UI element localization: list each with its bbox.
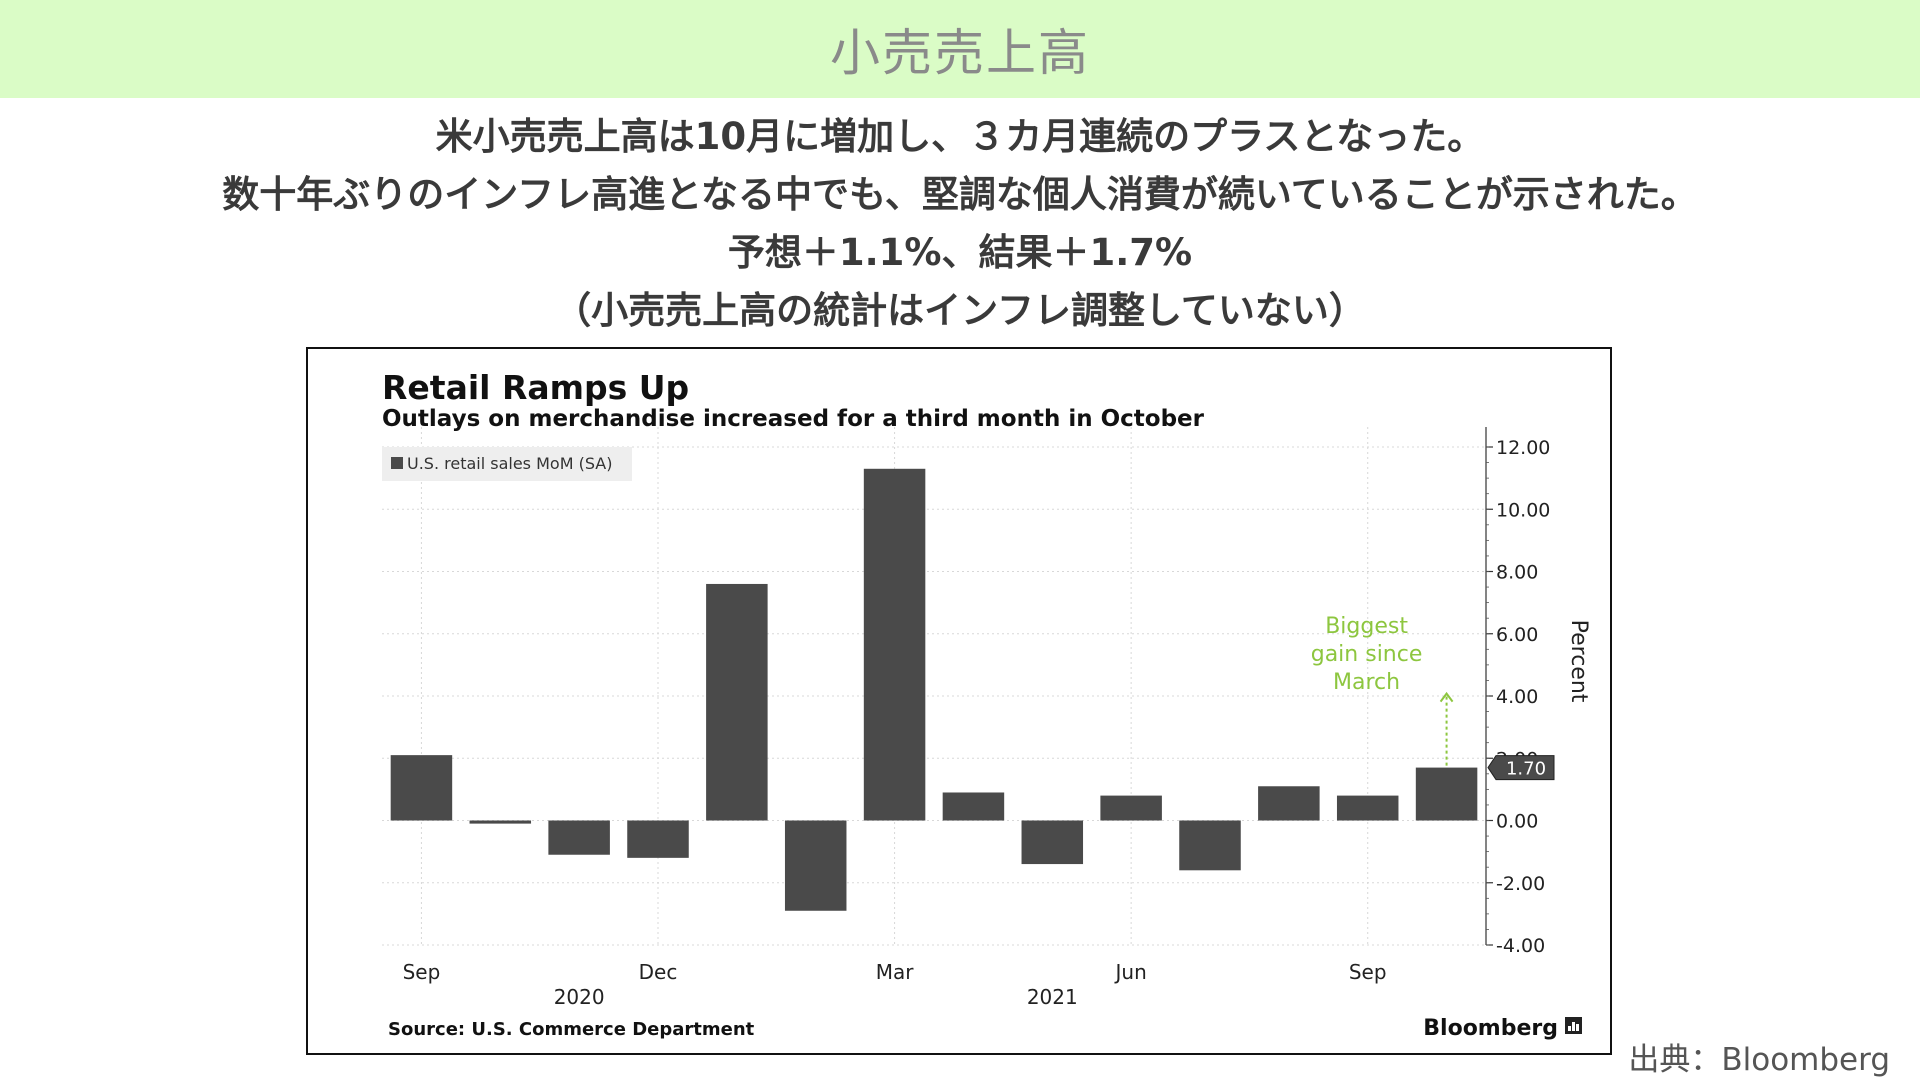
grid-layer <box>382 427 1486 946</box>
last-value-tag <box>1487 755 1555 781</box>
legend: U.S. retail sales MoM (SA) <box>382 447 632 481</box>
bloomberg-logo-icon <box>1565 1017 1582 1034</box>
page-title: 小売売上高 <box>830 24 1090 82</box>
annotation-arrowhead-icon <box>1439 691 1454 703</box>
summary-line-3: 予想＋1.1%、結果＋1.7% <box>727 231 1193 274</box>
y-tick-label: -4.00 <box>1496 935 1545 957</box>
x-tick-label: Jun <box>1114 960 1147 984</box>
chart-source: Source: U.S. Commerce Department <box>388 1019 755 1040</box>
bar <box>390 755 453 821</box>
last-value-label: 1.70 <box>1506 759 1546 780</box>
y-tick-label: 8.00 <box>1496 562 1538 584</box>
summary-line-1: 米小売売上高は10月に増加し、３カ月連続のプラスとなった。 <box>435 115 1485 158</box>
y-axis-title: Percent <box>1566 620 1591 703</box>
summary-text: 米小売売上高は10月に増加し、３カ月連続のプラスとなった。 数十年ぶりのインフレ… <box>0 108 1920 340</box>
y-tick-label: -2.00 <box>1496 873 1545 895</box>
y-tick-label: 4.00 <box>1496 686 1538 708</box>
bar <box>942 792 1005 821</box>
annotation-layer: Biggest gain since March <box>1311 614 1454 766</box>
chart-title: Retail Ramps Up <box>382 368 689 407</box>
x-tick-label: Dec <box>639 960 678 984</box>
bar <box>1021 820 1084 865</box>
bar <box>1336 795 1399 821</box>
y-tick-label: 0.00 <box>1496 811 1538 833</box>
chart-subtitle: Outlays on merchandise increased for a t… <box>382 406 1205 432</box>
x-year-label: 2021 <box>1027 985 1078 1009</box>
source-credit: 出典：Bloomberg <box>1628 1042 1890 1078</box>
bloomberg-brand: Bloomberg <box>1423 1016 1558 1041</box>
bars-layer <box>390 468 1478 911</box>
annotation-text: gain since <box>1311 642 1423 667</box>
bar <box>469 820 532 824</box>
axis-layer: 12.0010.008.006.004.002.000.00-2.00-4.00… <box>403 427 1591 1009</box>
bar <box>863 468 926 821</box>
bar <box>548 820 610 855</box>
summary-line-4: （小売売上高の統計はインフレ調整していない） <box>554 289 1366 332</box>
y-tick-label: 12.00 <box>1496 437 1550 459</box>
annotation-text: Biggest <box>1325 614 1408 639</box>
legend-box <box>382 447 632 481</box>
x-tick-label: Mar <box>876 960 915 984</box>
chart-frame: Retail Ramps Up Outlays on merchandise i… <box>306 347 1612 1055</box>
header-band: 小売売上高 <box>0 0 1920 98</box>
legend-label: U.S. retail sales MoM (SA) <box>407 454 612 473</box>
y-tick-label: 6.00 <box>1496 624 1538 646</box>
bar <box>706 583 768 821</box>
bar <box>1100 795 1162 821</box>
y-tick-label: 10.00 <box>1496 499 1550 521</box>
x-year-label: 2020 <box>554 985 605 1009</box>
bar <box>1258 786 1320 821</box>
x-tick-label: Sep <box>403 960 441 984</box>
summary-line-2: 数十年ぶりのインフレ高進となる中でも、堅調な個人消費が続いていることが示された。 <box>222 173 1698 216</box>
bar <box>627 820 689 858</box>
retail-sales-chart: Retail Ramps Up Outlays on merchandise i… <box>382 368 1591 1041</box>
bar <box>784 820 847 911</box>
legend-swatch <box>391 457 403 469</box>
bar <box>1179 820 1241 871</box>
x-tick-label: Sep <box>1349 960 1387 984</box>
annotation-text: March <box>1333 670 1400 695</box>
bar <box>1415 767 1478 821</box>
